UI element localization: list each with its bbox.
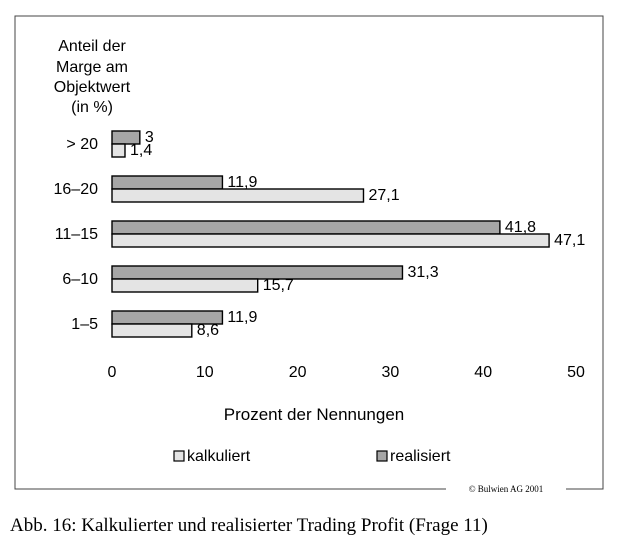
- bar-kalkuliert: [111, 188, 365, 203]
- bar-value-label: 1,4: [130, 142, 152, 159]
- bar-kalkuliert: [111, 323, 193, 338]
- bars: > 20 31,4 16–20 11,9 27,1 11–15 41,8 47,1 6–10 31…: [54, 129, 586, 339]
- bar-kalkuliert: [111, 278, 259, 293]
- x-tick-label: 30: [382, 364, 400, 381]
- credit-text: © Bulwien AG 2001: [469, 484, 544, 494]
- legend-label: kalkuliert: [187, 448, 251, 465]
- credit-gap: [446, 484, 566, 494]
- x-tick-label: 40: [474, 364, 492, 381]
- bar-value-label: 41,8: [505, 219, 536, 236]
- x-axis-label: Prozent der Nennungen: [224, 405, 405, 424]
- bar-value-label: 11,9: [227, 309, 257, 326]
- bar-realisiert: [111, 265, 404, 280]
- bar-value-label: 3: [145, 129, 154, 146]
- bar-value-label: 15,7: [263, 277, 294, 294]
- x-axis-ticks: 0 10 20 30 40 50: [108, 364, 585, 381]
- category-label: > 20: [66, 136, 98, 153]
- category-label: 11–15: [55, 226, 98, 243]
- bar-value-label: 47,1: [554, 232, 585, 249]
- y-axis-title-line: Anteil der: [58, 38, 126, 55]
- category-label: 1–5: [71, 316, 98, 333]
- y-axis-title: Anteil der Marge am Objektwert (in %): [54, 38, 131, 116]
- bar-realisiert: [111, 130, 141, 145]
- legend-swatch-realisiert: [376, 450, 388, 462]
- category-label: 6–10: [62, 271, 98, 288]
- chart-frame: [14, 15, 604, 490]
- bar-realisiert: [111, 220, 501, 235]
- bar-value-label: 11,9: [227, 174, 257, 191]
- x-tick-label: 0: [108, 364, 117, 381]
- legend-swatch-kalkuliert: [173, 450, 185, 462]
- category-label: 16–20: [54, 181, 99, 198]
- bar-kalkuliert: [111, 233, 550, 248]
- x-tick-label: 10: [196, 364, 214, 381]
- legend-label: realisiert: [390, 448, 451, 465]
- bar-value-label: 31,3: [407, 264, 438, 281]
- y-axis-title-line: (in %): [71, 99, 113, 116]
- bar-realisiert: [111, 175, 224, 190]
- x-tick-label: 20: [289, 364, 307, 381]
- y-axis-title-line: Objektwert: [54, 79, 131, 96]
- y-axis-title-line: Marge am: [56, 59, 128, 76]
- bar-value-label: 27,1: [368, 187, 399, 204]
- legend: kalkuliert realisiert: [173, 448, 451, 465]
- figure-caption: Abb. 16: Kalkulierter und realisierter T…: [10, 515, 488, 536]
- chart: Anteil der Marge am Objektwert (in %) > 20 3…: [14, 15, 604, 494]
- x-tick-label: 50: [567, 364, 585, 381]
- bar-value-label: 8,6: [197, 322, 219, 339]
- bar-kalkuliert: [111, 143, 126, 158]
